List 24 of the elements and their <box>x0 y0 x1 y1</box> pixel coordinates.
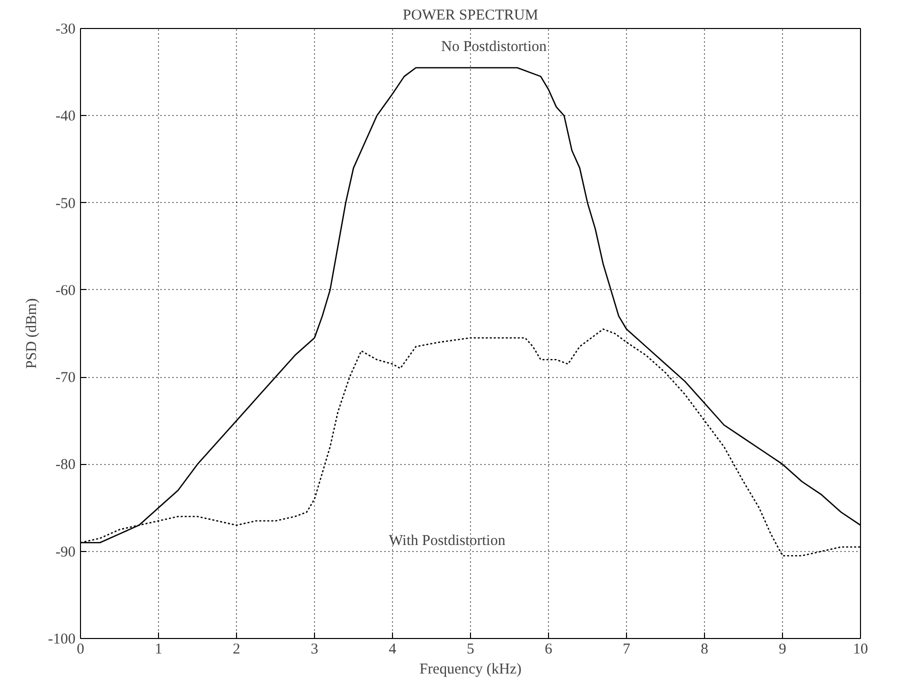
y-tick-label: -100 <box>48 632 76 648</box>
x-axis-title: Frequency (kHz) <box>419 662 522 678</box>
y-tick-label: -60 <box>56 282 76 299</box>
annotation: With Postdistortion <box>388 532 506 549</box>
x-tick-label: 8 <box>700 642 708 658</box>
y-axis-title: PSD (dBm) <box>24 298 40 369</box>
y-tick-label: -40 <box>56 108 76 125</box>
x-tick-label: 7 <box>622 642 631 658</box>
y-tick-label: -80 <box>56 457 76 474</box>
annotation: No Postdistortion <box>441 38 548 55</box>
y-tick-label: -50 <box>56 196 76 212</box>
x-tick-label: 3 <box>310 642 318 658</box>
x-tick-label: 2 <box>232 642 240 658</box>
y-tick-label: -90 <box>56 544 76 560</box>
x-tick-label: 6 <box>544 642 553 658</box>
x-tick-label: 0 <box>76 642 84 658</box>
x-tick-label: 10 <box>853 642 868 658</box>
y-tick-label: -70 <box>56 370 76 386</box>
x-tick-label: 9 <box>778 642 786 658</box>
x-tick-label: 1 <box>154 642 162 658</box>
x-tick-label: 5 <box>466 642 474 658</box>
chart-title: POWER SPECTRUM <box>402 8 538 24</box>
x-tick-label: 4 <box>388 642 397 658</box>
y-tick-label: -30 <box>56 22 76 38</box>
